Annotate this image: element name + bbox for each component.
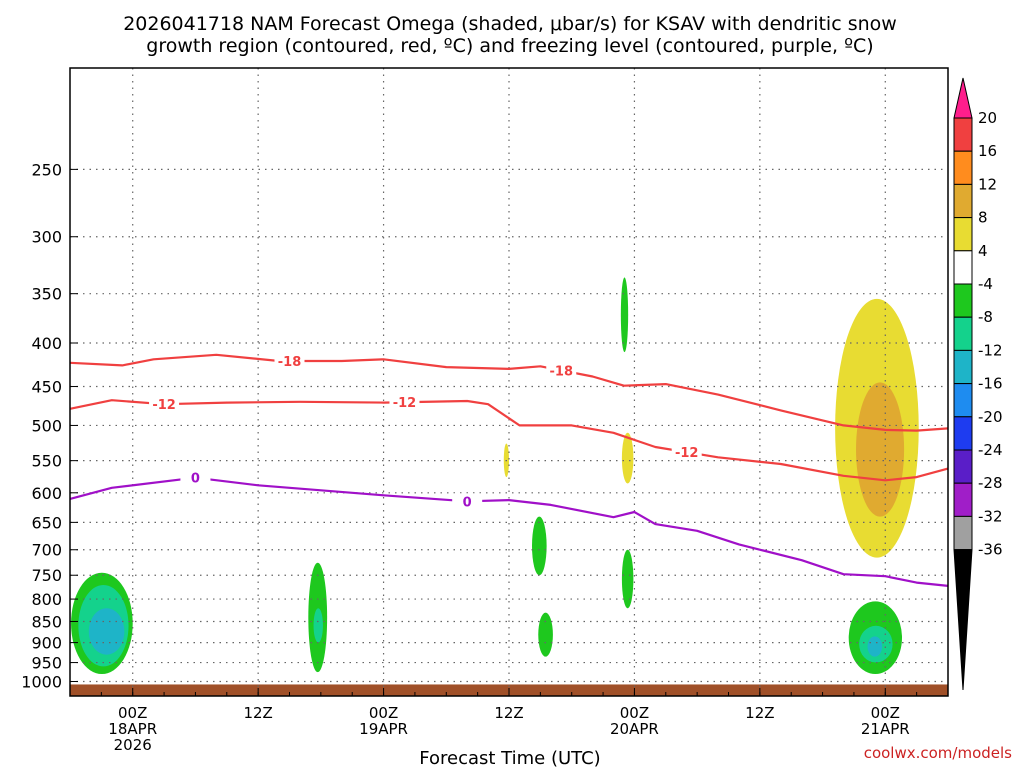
credit-text: coolwx.com/models [864,744,1012,762]
xtick-label-3-0: 12Z [494,704,523,722]
omega-blob-2 [88,608,125,655]
contour-label-bg-freezing_level-1 [452,493,483,510]
xtick-label-4-0: 00Z [620,704,649,722]
ytick-label-550: 550 [31,452,62,471]
omega-blob-15 [856,382,905,517]
xtick-label-2-0: 00Z [369,704,398,722]
contour-label-isotherm_minus12-1: -12 [393,396,417,411]
contour-label-freezing_level-0: 0 [191,472,200,487]
contour-label-isotherm_minus12-0: -12 [152,398,176,413]
xtick-label-0-2: 2026 [114,736,152,754]
colorbar-label-12: -32 [978,507,1003,525]
ytick-label-400: 400 [31,334,62,353]
contour-label-freezing_level-1: 0 [463,495,472,510]
ytick-label-650: 650 [31,513,62,532]
colorbar-label-2: 12 [978,175,997,193]
contour-label-bg-isotherm_minus18-1 [546,362,577,379]
colorbar-segment-11 [953,449,973,484]
colorbar-segment-7 [953,316,973,351]
ytick-label-600: 600 [31,484,62,503]
grid-lines [70,68,948,696]
xtick-label-6-0: 00Z [871,704,900,722]
colorbar-bottom-triangle [953,549,973,691]
colorbar-segment-12 [953,482,973,517]
contour-label-isotherm_minus18-1: -18 [550,364,574,379]
colorbar-label-11: -28 [978,474,1003,492]
omega-blob-6 [538,612,553,657]
colorbar-label-10: -24 [978,441,1003,459]
ytick-label-950: 950 [31,654,62,673]
xtick-label-2-1: 19APR [359,720,408,738]
colorbar-segment-1 [953,117,973,152]
ytick-label-800: 800 [31,590,62,609]
xtick-label-0-1: 18APR [108,720,157,738]
ytick-label-250: 250 [31,160,62,179]
contour-label-bg-isotherm_minus12-2 [671,444,702,461]
omega-shading [71,277,919,675]
colorbar-segment-3 [953,183,973,219]
temperature-contours: -18 -18 -12 -12 -12 0 0 [69,353,949,587]
colorbar-segment-5 [953,250,973,285]
colorbar-segment-2 [953,150,973,185]
contour-label-bg-isotherm_minus12-0 [149,396,180,413]
omega-blob-8 [621,549,634,609]
omega-blob-7 [620,277,629,353]
ytick-label-1000: 1000 [21,673,62,692]
colorbar-segment-6 [953,283,973,318]
ytick-label-450: 450 [31,378,62,397]
colorbar-label-5: -4 [978,275,993,293]
colorbar-segment-10 [953,416,973,451]
colorbar-label-13: -36 [978,541,1003,559]
colorbar-segment-8 [953,349,973,385]
ytick-label-900: 900 [31,634,62,653]
xtick-label-4-1: 20APR [610,720,659,738]
xtick-label-1-0: 12Z [243,704,272,722]
contour-label-bg-freezing_level-0 [180,469,211,486]
contour-label-isotherm_minus18-0: -18 [278,355,302,370]
colorbar-label-9: -20 [978,408,1003,426]
ytick-label-750: 750 [31,566,62,585]
omega-blob-11 [867,636,883,657]
xtick-label-5-0: 12Z [745,704,774,722]
omega-blob-5 [531,516,547,576]
xtick-label-6-1: 21APR [861,720,910,738]
colorbar-segment-9 [953,383,973,418]
colorbar-label-0: 20 [978,109,997,127]
contour-label-bg-isotherm_minus18-0 [274,353,305,370]
colorbar-label-1: 16 [978,142,997,160]
ytick-label-350: 350 [31,285,62,304]
colorbar-label-6: -8 [978,308,993,326]
omega-blob-13 [621,432,634,484]
ytick-label-700: 700 [31,541,62,560]
ytick-label-300: 300 [31,228,62,247]
colorbar-label-7: -12 [978,341,1003,359]
colorbar-label-3: 8 [978,209,988,227]
y-axis-pressure-ticks: 250 300 350 400 450 500 550 600 650 700 750 800 850 9… [21,160,78,692]
colorbar-label-4: 4 [978,242,988,260]
xtick-label-0-0: 00Z [118,704,147,722]
omega-colorbar: 20 16 12 8 4 -4 -8 -12 -16 -20 -24 -28 -32 -36 [953,77,1003,691]
contour-freezing_level [69,476,949,587]
contour-label-isotherm_minus12-2: -12 [675,446,699,461]
ytick-label-500: 500 [31,416,62,435]
omega-blob-4 [313,608,323,643]
colorbar-segment-13 [953,515,973,551]
x-axis-label: Forecast Time (UTC) [419,748,600,768]
contour-isotherm_minus18 [69,353,949,432]
ytick-label-850: 850 [31,612,62,631]
colorbar-segment-4 [953,217,973,252]
chart-title-line2: growth region (contoured, red, ºC) and f… [146,35,873,57]
contour-isotherm_minus12 [69,399,949,482]
contour-label-bg-isotherm_minus12-1 [389,394,420,411]
colorbar-top-triangle [953,77,973,119]
chart-title-line1: 2026041718 NAM Forecast Omega (shaded, μ… [123,13,897,35]
colorbar-label-8: -16 [978,375,1003,393]
